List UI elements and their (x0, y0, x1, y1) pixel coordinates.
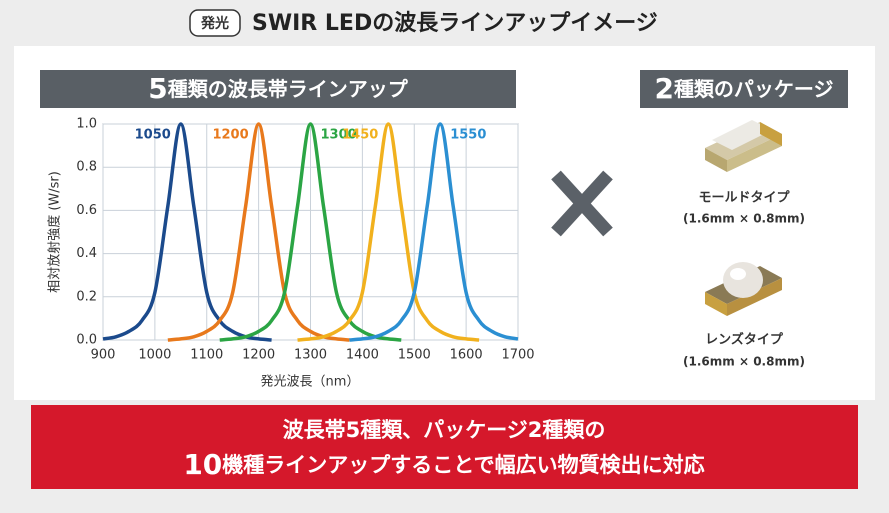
left-heading-bar (40, 70, 516, 108)
x-tick-label: 1200 (242, 348, 275, 363)
y-tick-label: 0.6 (76, 203, 97, 218)
series-label: 1550 (450, 128, 486, 143)
heading-text: 種類のパッケージ (674, 77, 834, 101)
heading-number: 5 (148, 72, 167, 105)
badge-box (189, 9, 241, 37)
x-axis-label: 発光波長（nm） (261, 375, 360, 390)
x-tick-label: 1100 (190, 348, 223, 363)
x-tick-label: 900 (91, 348, 116, 363)
banner-number: 10 (183, 448, 222, 481)
badge: 発光 (200, 15, 229, 32)
x-tick-label: 1000 (138, 348, 171, 363)
x-tick-label: 1700 (501, 348, 534, 363)
y-tick-label: 1.0 (76, 117, 97, 132)
series-line (219, 122, 402, 342)
title: SWIR LEDの波長ラインアップイメージ (252, 11, 658, 36)
x-tick-label: 1500 (398, 348, 431, 363)
x-tick-label: 1300 (294, 348, 327, 363)
chart: 発光波長（nm） 相対放射強度 (W/sr) 0.0 0.2 0.4 0.6 0.8 1.… (47, 117, 535, 390)
series-label: 1300 (321, 128, 357, 143)
package-name: レンズタイプ (705, 332, 784, 348)
y-tick-label: 0.2 (76, 289, 97, 304)
package-name: モールドタイプ (698, 191, 790, 206)
banner-text: 機種ラインアップすることで幅広い物質検出に対応 (222, 453, 704, 477)
banner-line: 波長帯5種類、パッケージ2種類の (283, 418, 606, 442)
y-tick-label: 0.4 (76, 246, 97, 261)
y-axis-label: 相対放射強度 (W/sr) (47, 171, 63, 293)
x-tick-label: 1400 (346, 348, 379, 363)
series-label: 1200 (212, 128, 248, 143)
left-heading: 5種類の波長帯ラインアップ (148, 72, 408, 105)
times-sign (551, 170, 613, 237)
series-line (297, 122, 480, 342)
series-line (349, 122, 519, 342)
right-heading-bar (640, 70, 848, 108)
series-label: 1050 (135, 128, 171, 143)
y-tick-label: 0.8 (76, 160, 97, 175)
x-tick-label: 1600 (450, 348, 483, 363)
right-heading: 2種類のパッケージ (654, 72, 833, 105)
lens-package-icon (705, 262, 782, 316)
package-size: (1.6mm × 0.8mm) (683, 212, 805, 226)
series-line (167, 122, 350, 342)
y-tick-label: 0.0 (76, 333, 97, 348)
banner-line: 10機種ラインアップすることで幅広い物質検出に対応 (183, 448, 704, 481)
mold-package-icon (705, 120, 782, 172)
banner (31, 405, 858, 489)
package-size: (1.6mm × 0.8mm) (683, 355, 805, 369)
heading-number: 2 (654, 72, 673, 105)
heading-text: 種類の波長帯ラインアップ (168, 77, 409, 101)
series-label: 1450 (342, 128, 378, 143)
